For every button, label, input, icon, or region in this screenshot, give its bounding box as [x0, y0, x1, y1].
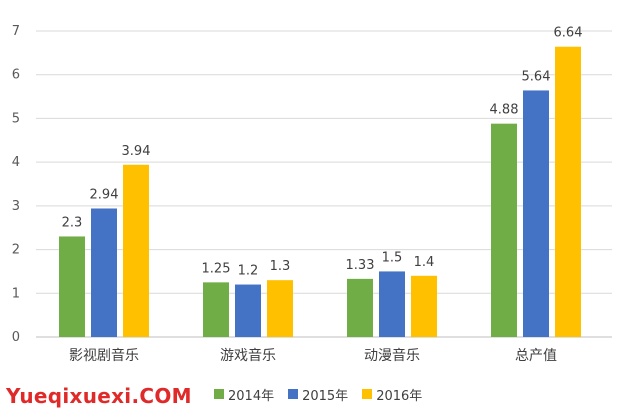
y-tick-label-1: 1: [12, 286, 20, 301]
data-label-0-2: 3.94: [122, 144, 151, 159]
legend-label-2016: 2016年: [376, 388, 423, 404]
y-axis-ticks: 0 1 2 3 4 5 6 7: [12, 24, 20, 345]
legend-label-2014: 2014年: [228, 388, 275, 404]
bar-3-2: [555, 46, 581, 337]
legend-item-2014: 2014年: [214, 385, 274, 404]
data-label-3-1: 5.64: [522, 69, 551, 84]
data-label-0-0: 2.3: [62, 215, 83, 230]
legend-item-2015: 2015年: [288, 385, 348, 404]
legend-swatch-2015: [288, 389, 299, 399]
bar-2-2: [411, 275, 437, 337]
y-tick-label-2: 2: [12, 243, 20, 258]
legend-swatch-2016: [362, 389, 373, 399]
data-label-1-1: 1.2: [238, 264, 259, 279]
y-tick-label-4: 4: [12, 155, 20, 170]
site-watermark: Yueqixuexi.COM: [6, 384, 192, 408]
bar-1-2: [267, 280, 293, 337]
category-label-1: 游戏音乐: [220, 347, 276, 364]
bar-0-0: [59, 236, 85, 337]
bars: [59, 46, 581, 337]
data-label-2-0: 1.33: [346, 258, 375, 273]
y-tick-label-0: 0: [12, 330, 20, 345]
category-label-3: 总产值: [515, 348, 557, 364]
data-label-1-2: 1.3: [270, 259, 291, 274]
category-label-0: 影视剧音乐: [69, 347, 139, 364]
y-tick-label-5: 5: [12, 111, 20, 126]
category-labels: 影视剧音乐 游戏音乐 动漫音乐 总产值: [69, 347, 557, 364]
data-label-1-0: 1.25: [202, 261, 231, 276]
legend-item-2016: 2016年: [362, 385, 422, 404]
bar-1-1: [235, 284, 261, 337]
data-label-3-0: 4.88: [490, 103, 519, 118]
y-tick-label-3: 3: [12, 199, 20, 214]
data-label-2-2: 1.4: [414, 255, 435, 270]
category-label-2: 动漫音乐: [364, 347, 420, 364]
bar-2-1: [379, 271, 405, 337]
data-labels: 2.3 2.94 3.94 1.25 1.2 1.3 1.33 1.5 1.4 4.88 5.64 6…: [62, 26, 583, 279]
data-label-2-1: 1.5: [382, 250, 403, 265]
y-tick-label-6: 6: [12, 68, 20, 83]
bar-0-2: [123, 164, 149, 337]
y-tick-label-7: 7: [12, 24, 20, 39]
bar-1-0: [203, 282, 229, 337]
data-label-3-2: 6.64: [554, 26, 583, 41]
legend: 2014年 2015年 2016年: [214, 384, 422, 404]
legend-label-2015: 2015年: [302, 388, 349, 404]
bar-3-0: [491, 123, 517, 337]
bar-3-1: [523, 90, 549, 337]
data-label-0-1: 2.94: [90, 187, 119, 202]
legend-swatch-2014: [214, 389, 224, 399]
bar-2-0: [347, 278, 373, 337]
bar-0-1: [91, 208, 117, 337]
